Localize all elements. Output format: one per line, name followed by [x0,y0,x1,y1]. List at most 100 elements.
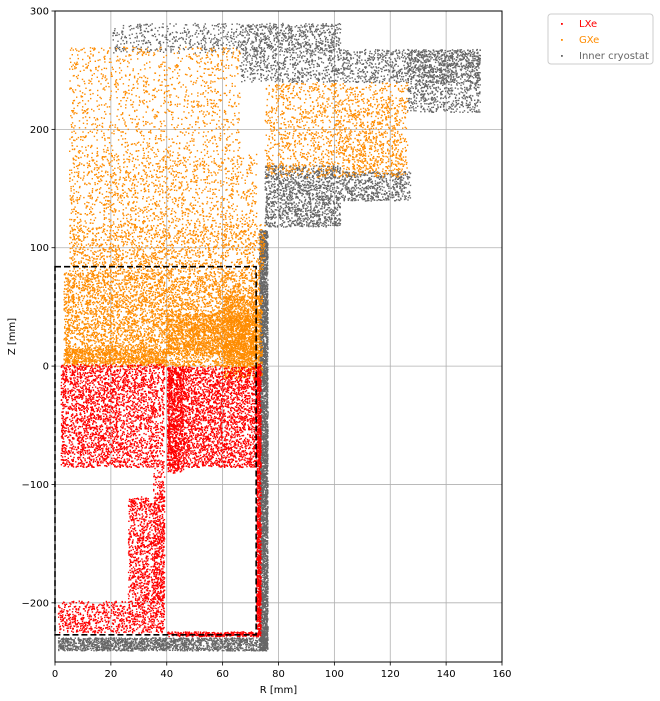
data-point [265,382,266,383]
data-point [157,642,158,643]
data-point [261,283,262,284]
data-point [265,502,266,503]
data-point [263,271,264,272]
data-point [63,641,64,642]
data-point [216,643,217,644]
data-point [100,649,101,650]
data-point [261,579,262,580]
data-point [265,359,266,360]
data-point [267,591,268,592]
data-point [262,403,263,404]
data-point [71,638,72,639]
data-point [206,641,207,642]
data-point [267,301,268,302]
data-point [182,650,183,651]
data-point [266,385,267,386]
data-point [138,644,139,645]
data-point [144,650,145,651]
data-point [264,605,265,606]
data-point [263,282,264,283]
data-point [256,637,257,638]
data-point [236,642,237,643]
data-point [62,643,63,644]
data-point [265,241,266,242]
data-point [186,649,187,650]
data-point [267,523,268,524]
data-point [263,280,264,281]
data-point [267,470,268,471]
data-point [262,290,263,291]
data-point [215,643,216,644]
data-point [262,381,263,382]
data-point [217,646,218,647]
data-point [138,641,139,642]
data-point [262,417,263,418]
data-point [264,456,265,457]
data-point [262,285,263,286]
data-point [263,517,264,518]
data-point [248,645,249,646]
data-point [261,468,262,469]
data-point [266,601,267,602]
data-point [265,545,266,546]
data-point [264,471,265,472]
data-point [265,429,266,430]
data-point [264,547,265,548]
data-point [264,273,265,274]
data-point [262,445,263,446]
data-point [262,511,263,512]
data-point [267,352,268,353]
data-point [263,437,264,438]
data-point [214,647,215,648]
data-point [266,337,267,338]
data-point [264,259,265,260]
data-point [261,404,262,405]
data-point [150,647,151,648]
data-point [264,438,265,439]
data-point [267,432,268,433]
data-point [263,320,264,321]
data-point [264,629,265,630]
data-point [83,638,84,639]
data-point [267,271,268,272]
data-point [260,399,261,400]
data-point [184,638,185,639]
data-point [266,631,267,632]
data-point [267,593,268,594]
data-point [263,491,264,492]
data-point [267,572,268,573]
data-point [206,643,207,644]
data-point [266,315,267,316]
data-point [264,523,265,524]
series-inner-cryostat [58,23,481,652]
data-point [243,643,244,644]
data-point [259,357,260,358]
data-point [265,252,266,253]
data-point [264,391,265,392]
data-point [92,648,93,649]
data-point [267,390,268,391]
data-point [267,603,268,604]
data-point [137,648,138,649]
data-point [267,347,268,348]
data-point [264,622,265,623]
data-point [265,607,266,608]
data-point [175,639,176,640]
data-point [264,569,265,570]
data-point [261,386,262,387]
data-point [227,650,228,651]
data-point [267,596,268,597]
data-point [265,278,266,279]
data-point [262,567,263,568]
data-point [262,415,263,416]
data-point [263,424,264,425]
data-point [267,284,268,285]
data-point [260,392,261,393]
data-point [264,349,265,350]
data-point [267,517,268,518]
data-point [262,535,263,536]
data-point [251,643,252,644]
data-point [267,506,268,507]
data-point [93,648,94,649]
data-point [266,287,267,288]
